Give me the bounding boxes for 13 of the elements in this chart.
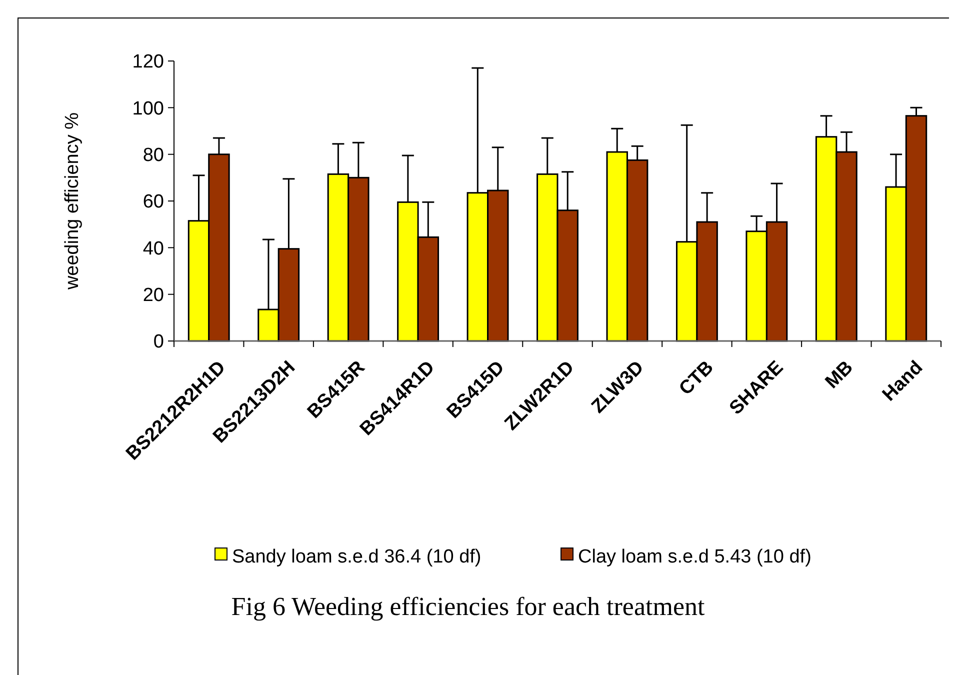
y-tick-label: 120 <box>132 52 164 73</box>
y-tick-label: 80 <box>142 144 164 166</box>
y-tick-label: 0 <box>153 332 164 353</box>
x-tick-label: MB <box>822 357 858 393</box>
y-tick-label: 100 <box>132 98 164 120</box>
y-tick-label: 40 <box>142 238 164 260</box>
y-tick-label: 60 <box>142 192 164 213</box>
x-tick-label: CTB <box>675 357 718 400</box>
y-axis-title: weeding efficiency % <box>62 112 83 291</box>
text: Fig 6 Weeding efficiencies for each treatment <box>231 592 706 621</box>
legend-label: Sandy loam s.e.d 36.4 (10 df) <box>232 546 482 568</box>
legend-label: Clay loam s.e.d 5.43 (10 df) <box>578 546 812 568</box>
y-tick-label: 20 <box>142 284 164 306</box>
